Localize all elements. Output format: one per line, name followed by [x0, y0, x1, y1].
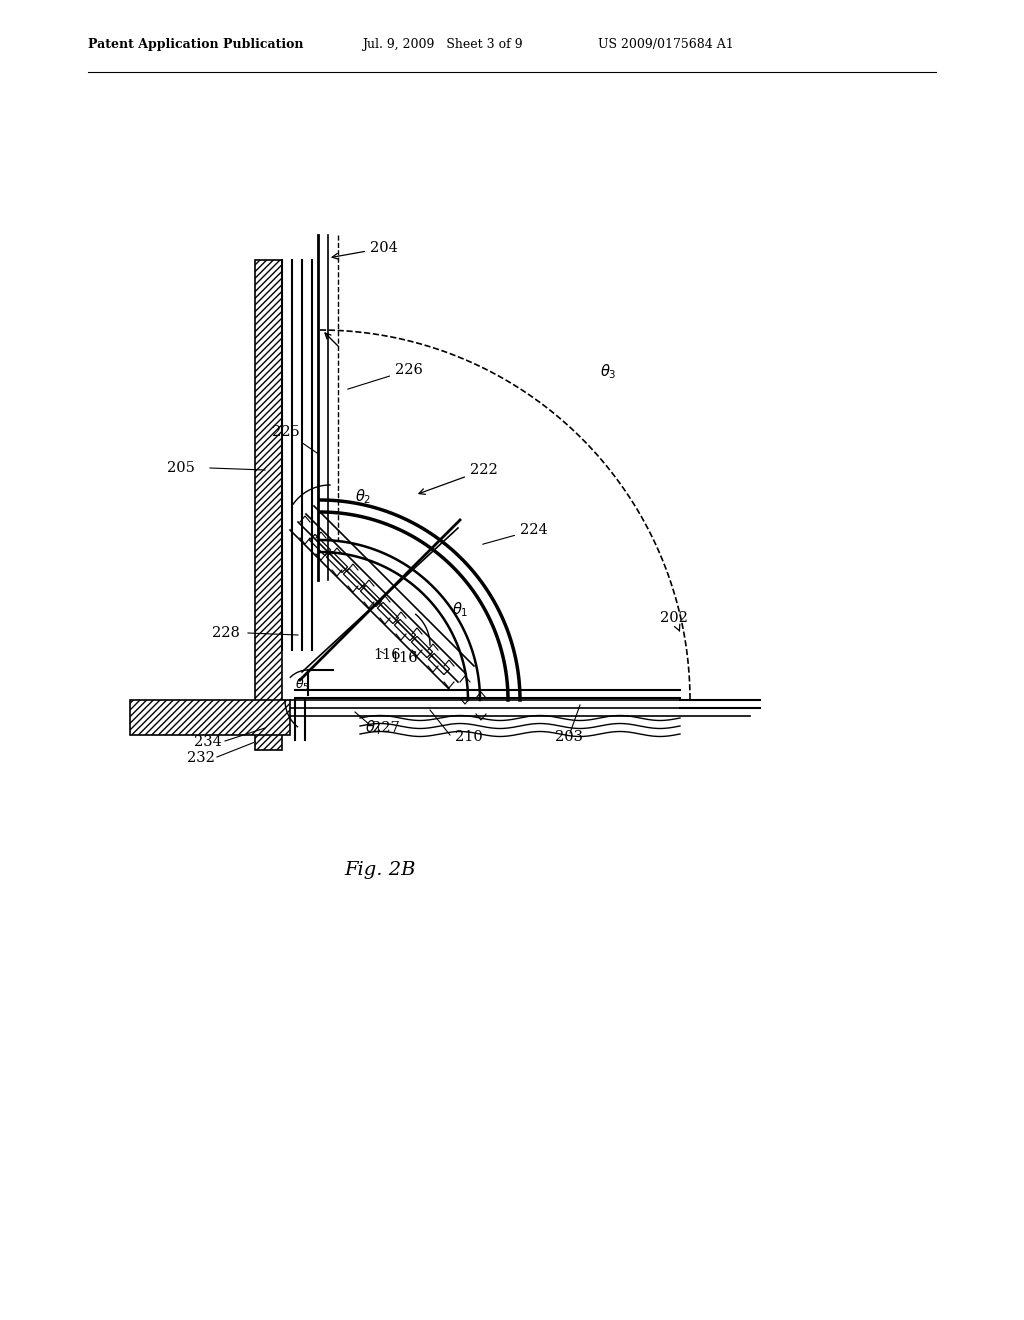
Text: 202: 202: [660, 611, 688, 631]
Text: US 2009/0175684 A1: US 2009/0175684 A1: [598, 38, 734, 51]
Text: Fig. 2B: Fig. 2B: [344, 861, 416, 879]
Text: 210: 210: [455, 730, 482, 744]
Text: 224: 224: [482, 523, 548, 544]
Text: 228: 228: [212, 626, 240, 640]
Text: $\theta_2$: $\theta_2$: [355, 487, 372, 507]
Text: $\theta_1$: $\theta_1$: [452, 601, 468, 619]
Text: 116: 116: [390, 651, 418, 665]
Text: 234: 234: [195, 735, 222, 748]
Text: $\theta_4$: $\theta_4$: [365, 718, 382, 738]
Bar: [130, 700, 290, 735]
Text: 203: 203: [555, 730, 583, 744]
Text: 225: 225: [272, 425, 317, 454]
Text: 227: 227: [372, 721, 399, 735]
Text: 226: 226: [348, 363, 423, 389]
Text: 204: 204: [332, 242, 398, 259]
Text: 205: 205: [167, 461, 195, 475]
Bar: [255, 260, 282, 750]
Text: Jul. 9, 2009   Sheet 3 of 9: Jul. 9, 2009 Sheet 3 of 9: [362, 38, 522, 51]
Text: Patent Application Publication: Patent Application Publication: [88, 38, 303, 51]
Text: $\theta_5$: $\theta_5$: [295, 677, 309, 693]
Text: $\theta_3$: $\theta_3$: [600, 363, 616, 381]
Text: 116: 116: [373, 648, 400, 663]
Text: 232: 232: [187, 751, 215, 766]
Text: 222: 222: [419, 463, 498, 494]
